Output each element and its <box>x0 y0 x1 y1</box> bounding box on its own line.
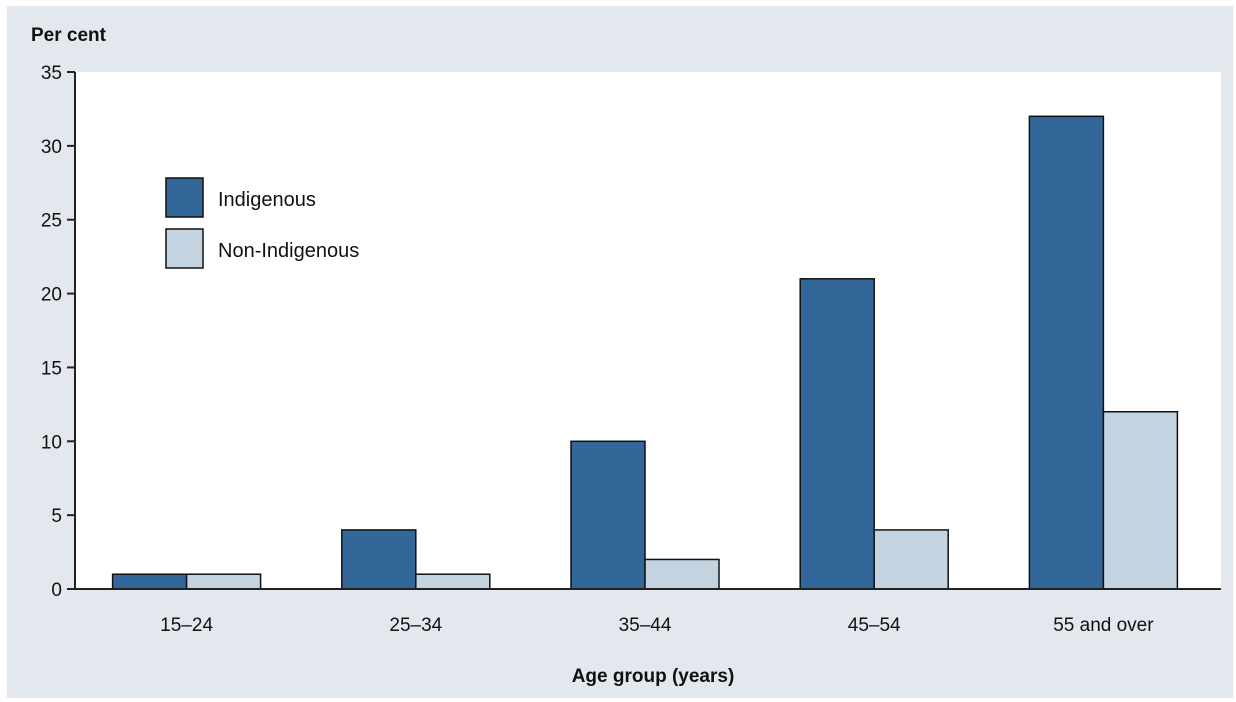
y-tick-label: 25 <box>41 211 62 232</box>
bar-indigenous-2 <box>570 440 646 590</box>
x-tick-label: 45–54 <box>848 615 901 636</box>
legend-label-indigenous: Indigenous <box>218 189 316 211</box>
y-axis-ticks: 0 5 10 15 20 25 30 35 <box>41 63 75 601</box>
x-tick-label: 35–44 <box>619 615 672 636</box>
y-tick-label: 0 <box>51 580 62 601</box>
x-axis-title: Age group (years) <box>572 666 735 687</box>
legend-label-non-indigenous: Non-Indigenous <box>218 240 359 262</box>
bars-group <box>111 115 1179 590</box>
legend-swatch-indigenous <box>165 177 204 218</box>
bar-indigenous-3 <box>799 278 875 590</box>
x-tick-label: 25–34 <box>389 615 442 636</box>
bar-indigenous-0 <box>111 573 188 590</box>
y-tick-label: 35 <box>41 63 62 84</box>
bar-non-indigenous-2 <box>644 558 720 590</box>
y-tick-label: 20 <box>41 285 62 306</box>
bar-non-indigenous-4 <box>1102 410 1179 590</box>
bar-indigenous-4 <box>1028 115 1105 590</box>
legend-swatch-non-indigenous <box>165 228 204 269</box>
bar-indigenous-1 <box>341 529 417 590</box>
legend: Indigenous Non-Indigenous <box>165 177 359 269</box>
bar-non-indigenous-3 <box>873 529 949 590</box>
x-tick-label: 55 and over <box>1053 615 1154 636</box>
y-tick-label: 15 <box>41 358 62 379</box>
x-axis-ticks: 15–24 25–34 35–44 45–54 55 and over <box>160 615 1154 636</box>
y-axis-title: Per cent <box>31 25 107 46</box>
y-tick-label: 10 <box>41 432 62 453</box>
x-tick-label: 15–24 <box>160 615 213 636</box>
bar-non-indigenous-1 <box>415 573 491 590</box>
y-tick-label: 30 <box>41 137 62 158</box>
bar-non-indigenous-0 <box>185 573 262 590</box>
y-tick-label: 5 <box>51 506 62 527</box>
